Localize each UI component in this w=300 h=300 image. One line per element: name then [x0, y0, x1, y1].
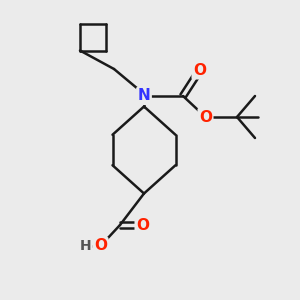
- Text: O: O: [94, 238, 107, 253]
- Text: N: N: [138, 88, 150, 104]
- Text: O: O: [199, 110, 212, 124]
- Text: H: H: [80, 239, 91, 253]
- Text: O: O: [136, 218, 149, 232]
- Text: O: O: [193, 63, 206, 78]
